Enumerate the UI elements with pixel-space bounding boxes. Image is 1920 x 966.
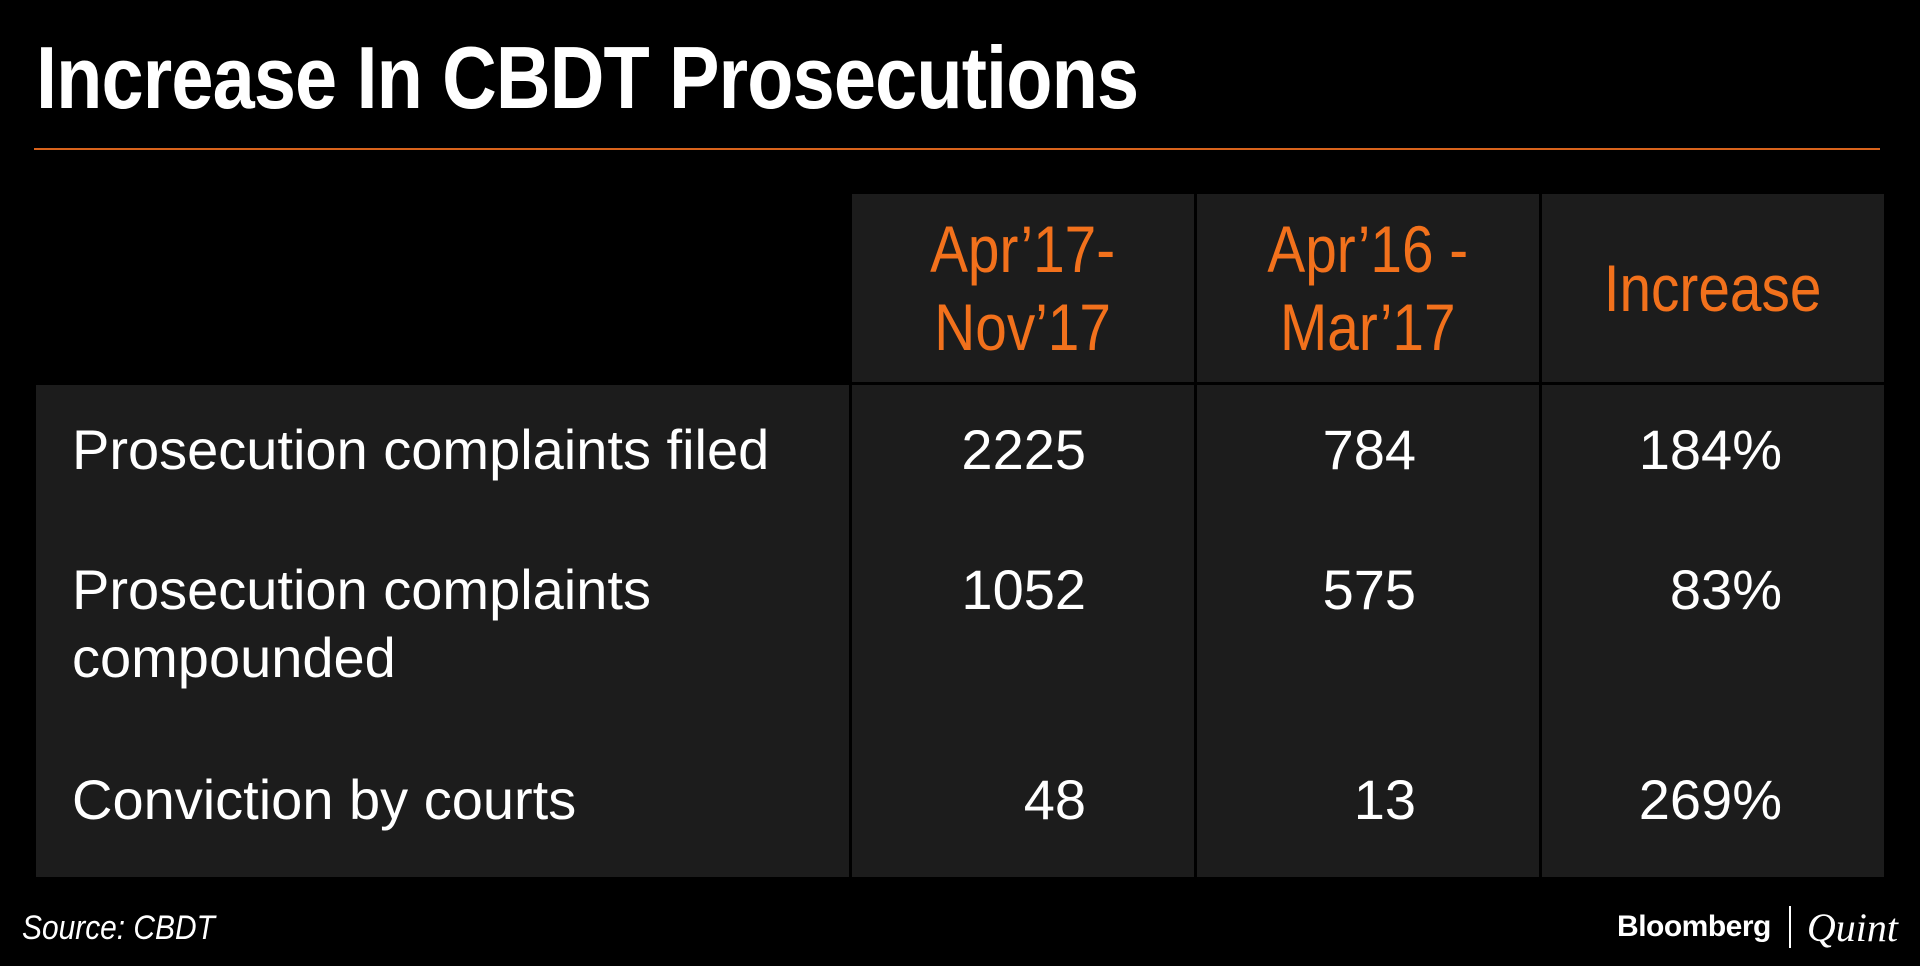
header-apr16-mar17: Apr’16 - Mar’17 — [1267, 212, 1469, 364]
value-conviction-apr16-mar17: 13 — [1353, 768, 1416, 831]
header-cell-increase: Increase — [1542, 194, 1884, 382]
value-compounded-apr16-mar17: 575 — [1322, 558, 1416, 621]
header-apr17-nov17: Apr’17- Nov’17 — [930, 212, 1116, 364]
logo-quint: Quint — [1806, 904, 1898, 950]
chart-title: Increase In CBDT Prosecutions — [36, 28, 1139, 127]
row-label-complaints-filed: Prosecution complaints filed — [72, 418, 770, 481]
value-conviction-increase: 269% — [1638, 768, 1782, 831]
body-cell-increase — [1542, 385, 1884, 877]
header-cell-apr17-nov17: Apr’17- Nov’17 — [852, 194, 1194, 382]
row-label-conviction: Conviction by courts — [72, 768, 577, 831]
value-compounded-apr17-nov17: 1052 — [961, 558, 1086, 621]
value-filed-apr17-nov17: 2225 — [961, 418, 1086, 481]
body-cell-apr17-nov17 — [852, 385, 1194, 877]
header-cell-apr16-mar17: Apr’16 - Mar’17 — [1197, 194, 1539, 382]
header-increase: Increase — [1604, 251, 1822, 325]
title-divider — [34, 148, 1880, 150]
value-filed-apr16-mar17: 784 — [1322, 418, 1416, 481]
body-cell-apr16-mar17 — [1197, 385, 1539, 877]
logo-bloomberg: Bloomberg — [1617, 910, 1771, 943]
row-label-complaints-compounded: Prosecution complaints compounded — [72, 558, 651, 689]
body-cell-labels — [36, 385, 849, 877]
value-filed-increase: 184% — [1638, 418, 1782, 481]
bloombergquint-logo: Bloomberg Quint — [1617, 900, 1898, 954]
value-conviction-apr17-nov17: 48 — [1023, 768, 1086, 831]
source-note: Source: CBDT — [22, 909, 215, 947]
value-compounded-increase: 83% — [1669, 558, 1782, 621]
logo-separator — [1788, 906, 1791, 948]
